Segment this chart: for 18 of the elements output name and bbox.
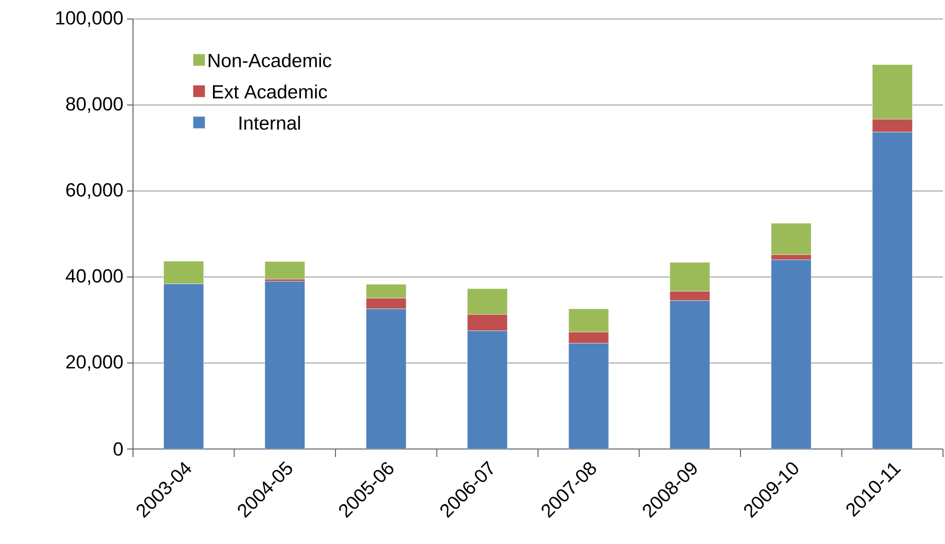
bar xyxy=(872,132,913,449)
bar xyxy=(264,281,306,449)
bar xyxy=(770,260,812,449)
bar xyxy=(264,261,306,280)
y-tick-label: 20,000 xyxy=(66,355,123,371)
y-tick-label: 80,000 xyxy=(66,97,123,113)
bar xyxy=(163,284,204,449)
bar xyxy=(366,308,406,449)
y-tick-label: 0 xyxy=(114,442,123,456)
y-tick-label: 40,000 xyxy=(66,269,123,285)
legend-label: Internal xyxy=(240,116,300,130)
y-tick-label: 100,000 xyxy=(56,11,123,27)
legend-label: Non-Academic xyxy=(208,53,332,68)
legend-label: Ext Academic xyxy=(212,84,328,99)
bar xyxy=(467,330,508,449)
bar xyxy=(670,300,710,449)
y-tick-label: 60,000 xyxy=(66,183,123,199)
bar xyxy=(568,343,609,449)
